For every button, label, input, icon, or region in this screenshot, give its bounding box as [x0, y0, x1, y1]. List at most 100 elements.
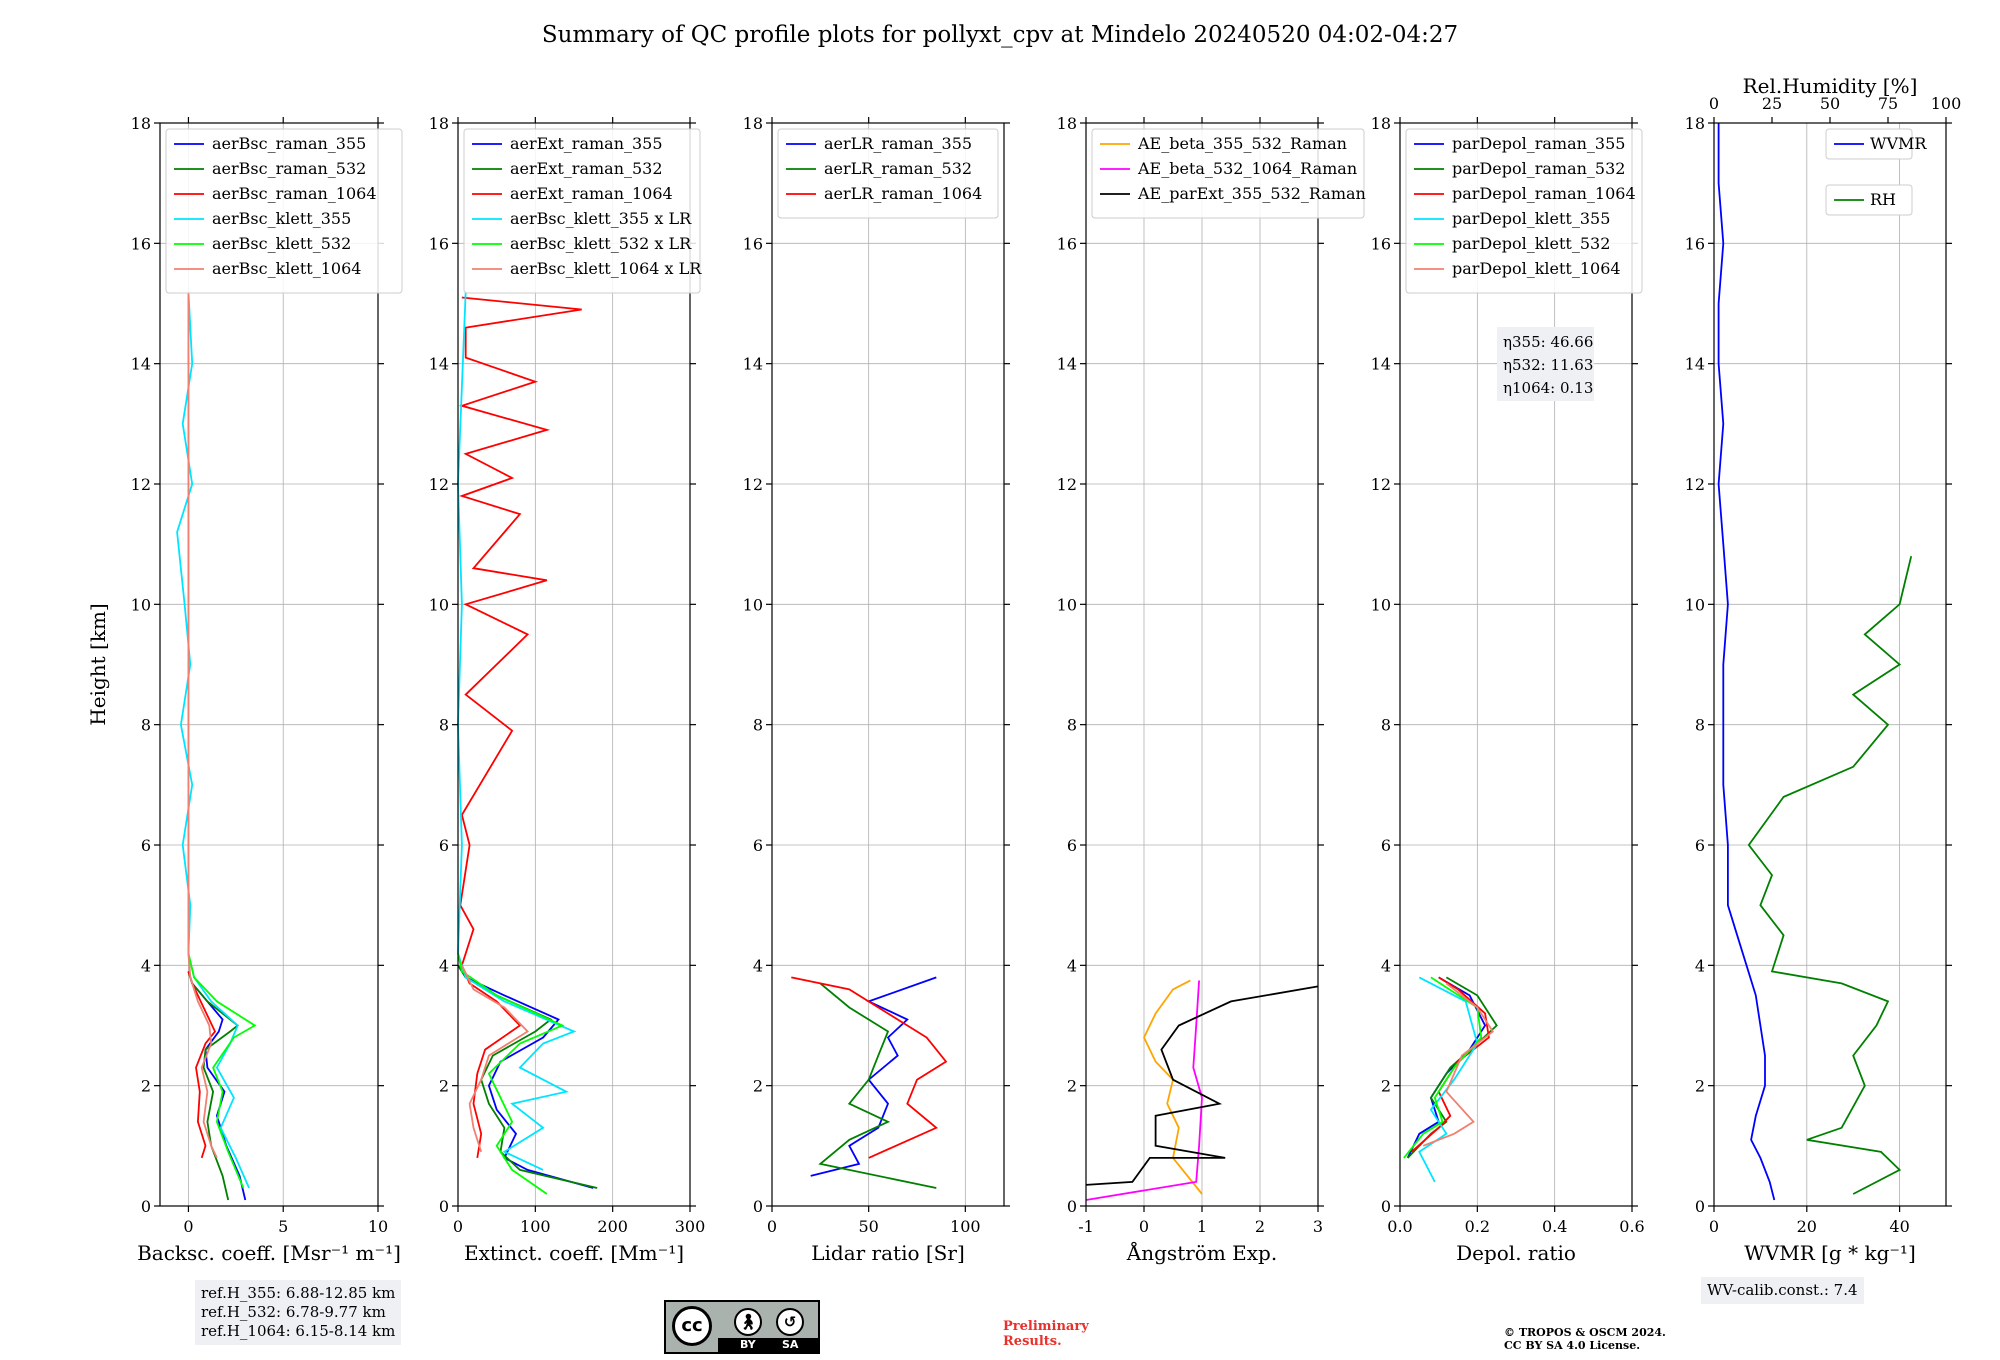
legend-box	[463, 128, 701, 294]
axes-frame	[1713, 122, 1947, 1207]
x-tick-label: 100	[520, 1217, 551, 1236]
legend-box	[1091, 128, 1365, 219]
axes-frame	[1399, 122, 1633, 1207]
y-tick-label: 10	[131, 595, 151, 614]
y-tick-label: 10	[1685, 595, 1705, 614]
legend-label: aerExt_raman_1064	[510, 184, 673, 203]
legend-label: aerExt_raman_532	[510, 159, 663, 178]
y-tick-label: 12	[1371, 475, 1391, 494]
legend-label: aerBsc_klett_1064 x LR	[510, 259, 702, 278]
reference-height-box: ref.H_355: 6.88-12.85 km ref.H_532: 6.78…	[195, 1280, 402, 1345]
legend-label: parDepol_raman_532	[1452, 159, 1625, 178]
y-tick-label: 16	[1371, 234, 1391, 253]
series-line-3	[1085, 985, 1319, 1186]
cc-license-bar: BY SA	[718, 1338, 818, 1352]
legend-label: aerExt_raman_355	[510, 134, 663, 153]
series-line-6	[187, 291, 218, 1159]
x2-tick-label: 75	[1878, 94, 1898, 113]
y-tick-label: 10	[1371, 595, 1391, 614]
y-tick-label: 4	[1695, 956, 1705, 975]
y-tick-label: 18	[429, 114, 449, 133]
y-tick-label: 2	[1381, 1077, 1391, 1096]
series-line-4	[1418, 976, 1479, 1183]
chart-panel-5: 0 2 4 6 8 10 12 14 16 18 0.0 0.2 0.4 0.6 Depol. ratio p…	[1371, 114, 1645, 1265]
y-tick-label: 14	[743, 355, 763, 374]
chart-panel-2: 0 2 4 6 8 10 12 14 16 18 0 100 200 300 Extinct. coeff.…	[429, 114, 706, 1265]
y-tick-label: 2	[753, 1077, 763, 1096]
y-tick-label: 16	[743, 234, 763, 253]
x-axis-label: Backsc. coeff. [Msr⁻¹ m⁻¹]	[137, 1241, 401, 1265]
x-tick-label: 0	[183, 1217, 193, 1236]
y-tick-label: 10	[429, 595, 449, 614]
legend-label: aerBsc_klett_355 x LR	[510, 209, 692, 228]
x-tick-label: 0.4	[1542, 1217, 1567, 1236]
refh-532: ref.H_532: 6.78-9.77 km	[201, 1303, 386, 1321]
series-line-3	[791, 976, 948, 1159]
series-line-1	[1717, 123, 1776, 1201]
legend-label: parDepol_klett_532	[1452, 234, 1610, 253]
legend-box	[165, 128, 403, 294]
y-tick-label: 6	[753, 836, 763, 855]
y-tick-label: 4	[1067, 956, 1077, 975]
series-line-3	[458, 296, 582, 1159]
cc-by-label: BY	[740, 1338, 756, 1351]
y-tick-label: 14	[131, 355, 151, 374]
x-tick-label: 0	[1139, 1217, 1149, 1236]
x-axis-label: Depol. ratio	[1456, 1241, 1576, 1265]
annotation-label: η532: 11.63	[1503, 356, 1593, 374]
legend-label: aerBsc_klett_1064	[212, 259, 361, 278]
x-tick-label: 0.2	[1465, 1217, 1490, 1236]
x-tick-label: 50	[858, 1217, 878, 1236]
series-line-2	[1085, 980, 1203, 1201]
y-tick-label: 12	[131, 475, 151, 494]
x-axis-label: Lidar ratio [Sr]	[811, 1241, 965, 1265]
y-tick-label: 18	[1371, 114, 1391, 133]
y-tick-label: 4	[439, 956, 449, 975]
series-line-3	[187, 971, 217, 1159]
x-tick-label: 0.6	[1619, 1217, 1644, 1236]
y-tick-label: 4	[1381, 956, 1391, 975]
refh-355: ref.H_355: 6.88-12.85 km	[201, 1284, 396, 1302]
legend-label: aerLR_raman_1064	[824, 184, 982, 203]
copyright-note: © TROPOS & OSCM 2024. CC BY SA 4.0 Licen…	[1504, 1326, 1666, 1352]
y-tick-label: 2	[1067, 1077, 1077, 1096]
refh-1064: ref.H_1064: 6.15-8.14 km	[201, 1322, 396, 1340]
legend-label: parDepol_klett_1064	[1452, 259, 1621, 278]
y-tick-label: 2	[1695, 1077, 1705, 1096]
y-tick-label: 16	[131, 234, 151, 253]
y-tick-label: 6	[1381, 836, 1391, 855]
series-line-5	[457, 953, 565, 1195]
y-tick-label: 0	[1067, 1197, 1077, 1216]
y-tick-label: 16	[429, 234, 449, 253]
legend-label: AE_beta_532_1064_Raman	[1137, 159, 1357, 178]
x-tick-label: 5	[278, 1217, 288, 1236]
x-tick-label: -1	[1078, 1217, 1094, 1236]
series-line-6	[461, 964, 530, 1153]
x-axis-label: WVMR [g * kg⁻¹]	[1744, 1241, 1916, 1265]
x-tick-label: 20	[1797, 1217, 1817, 1236]
legend-box	[777, 128, 999, 219]
y-tick-label: 14	[1371, 355, 1391, 374]
y-tick-label: 0	[1695, 1197, 1705, 1216]
annotation-label: η355: 46.66	[1503, 333, 1593, 351]
cc-license-badge: cc 🚶︎ ↺ BY SA	[664, 1300, 820, 1354]
legend-box	[1825, 128, 1913, 160]
x-tick-label: 3	[1313, 1217, 1323, 1236]
x-tick-label: 10	[368, 1217, 388, 1236]
legend-box	[1825, 184, 1913, 216]
y-tick-label: 16	[1057, 234, 1077, 253]
cc-sa-label: SA	[782, 1338, 799, 1351]
legend-label: parDepol_klett_355	[1452, 209, 1610, 228]
axes-frame	[457, 122, 691, 1207]
preliminary-line1: Preliminary	[1003, 1319, 1089, 1334]
legend-label: aerBsc_raman_1064	[212, 184, 377, 203]
x2-tick-label: 100	[1931, 94, 1962, 113]
legend-box	[1405, 128, 1643, 294]
y-tick-label: 6	[1695, 836, 1705, 855]
axes-frame	[159, 122, 379, 1207]
copyright-line1: © TROPOS & OSCM 2024.	[1504, 1326, 1666, 1339]
y-tick-label: 18	[1057, 114, 1077, 133]
legend-label: aerBsc_klett_532	[212, 234, 351, 253]
